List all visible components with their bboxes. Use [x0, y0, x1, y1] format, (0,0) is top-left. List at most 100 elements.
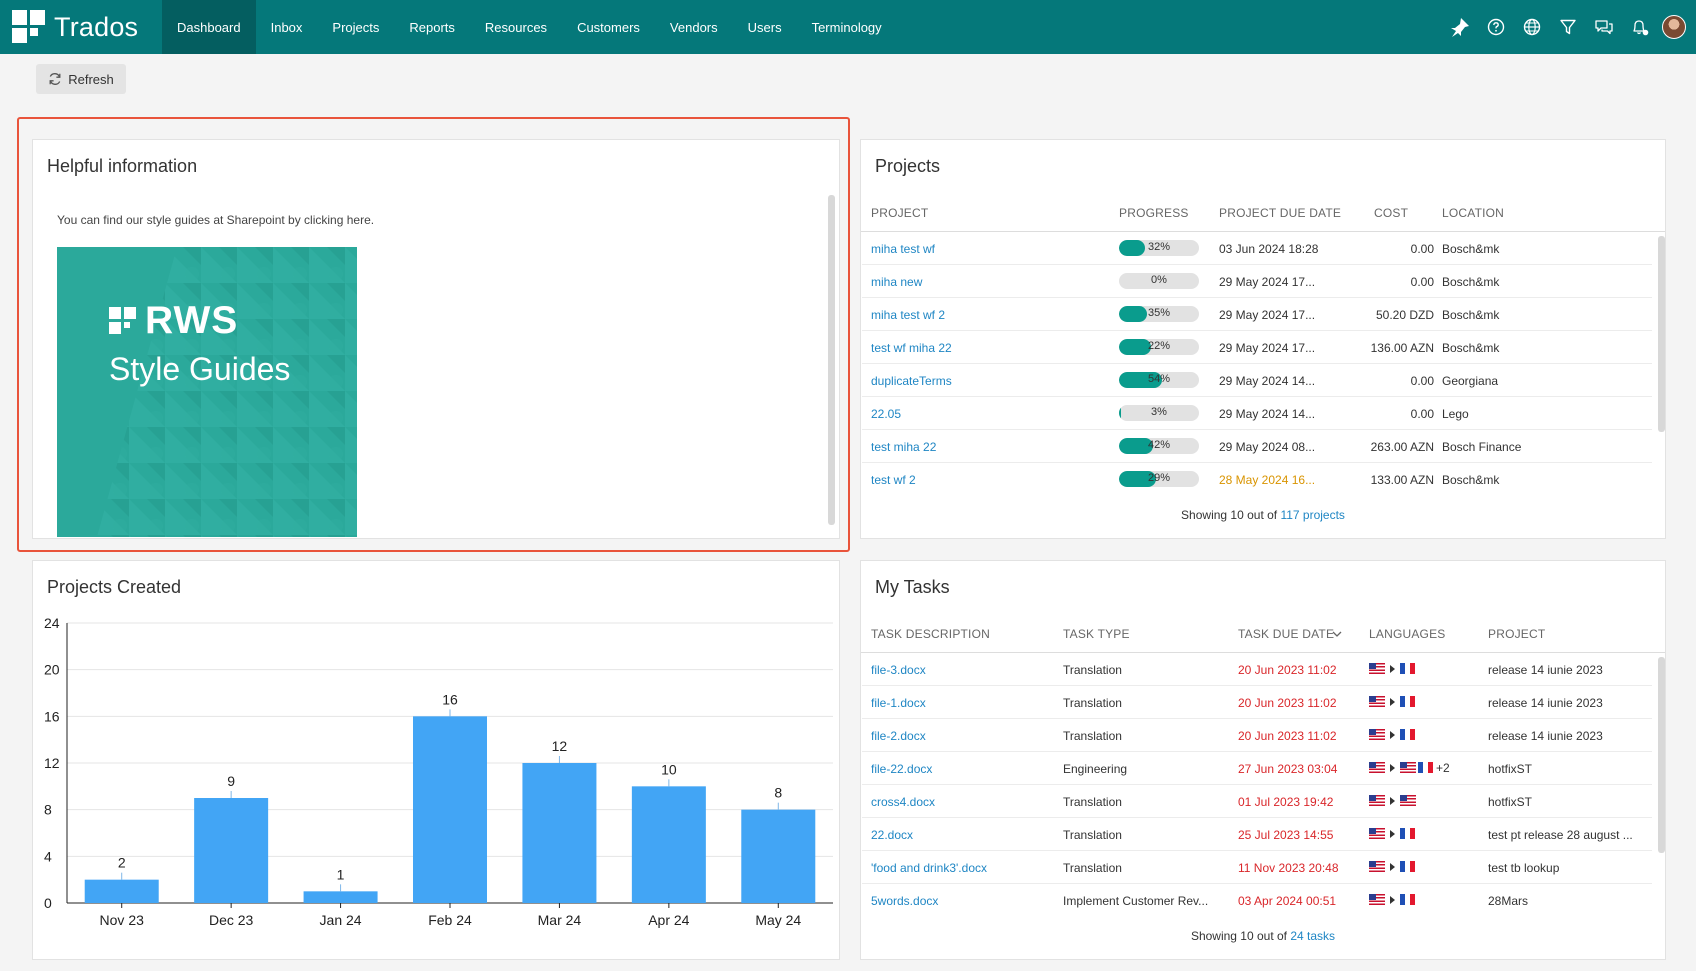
data-label: 1 — [337, 866, 345, 882]
y-tick-label: 16 — [44, 708, 60, 724]
project-name-link[interactable]: miha test wf — [871, 242, 936, 256]
x-tick-label: Mar 24 — [538, 912, 582, 928]
table-row[interactable]: test miha 22 42% 29 May 2024 08... 263.00 A… — [862, 430, 1652, 463]
table-row[interactable]: miha new 0% 29 May 2024 17... 0.00 Bosch&mk — [862, 265, 1652, 298]
globe-icon[interactable] — [1514, 0, 1550, 54]
nav-vendors[interactable]: Vendors — [669, 19, 718, 35]
col-progress[interactable]: PROGRESS — [1119, 206, 1189, 220]
helpful-information-text: You can find our style guides at Sharepo… — [57, 213, 374, 227]
col-project-due-date[interactable]: PROJECT DUE DATE — [1219, 206, 1342, 220]
project-name-link[interactable]: miha new — [871, 275, 923, 289]
arrow-right-icon — [1390, 895, 1395, 904]
table-row[interactable]: file-3.docx Translation 20 Jun 2023 11:02 r… — [862, 653, 1652, 686]
progress-bar: 54% — [1119, 372, 1199, 388]
help-icon[interactable] — [1478, 0, 1514, 54]
flag-us-icon — [1369, 696, 1385, 708]
col-location[interactable]: LOCATION — [1442, 206, 1505, 220]
col-task-description[interactable]: TASK DESCRIPTION — [871, 627, 990, 641]
nav-customers[interactable]: Customers — [577, 19, 640, 35]
project-name-link[interactable]: test wf miha 22 — [871, 341, 952, 355]
tasks-count-link[interactable]: 24 tasks — [1290, 929, 1336, 943]
task-project: 28Mars — [1488, 894, 1529, 908]
nav-projects[interactable]: Projects — [332, 19, 380, 35]
col-task-type[interactable]: TASK TYPE — [1063, 627, 1130, 641]
table-row[interactable]: file-2.docx Translation 20 Jun 2023 11:02 r… — [862, 719, 1652, 752]
style-guides-banner[interactable]: RWS Style Guides — [57, 247, 357, 537]
tasks-scrollbar[interactable] — [1658, 657, 1665, 853]
flag-fr-icon — [1400, 894, 1415, 906]
projects-created-panel: Projects Created 0 4 8 12 16 20 24 2 Nov 23 9 Dec … — [32, 560, 840, 960]
flag-us-icon — [1369, 729, 1385, 741]
project-name-link[interactable]: duplicateTerms — [871, 374, 952, 388]
flag-us-icon — [1369, 762, 1385, 774]
task-languages — [1369, 727, 1484, 741]
table-row[interactable]: miha test wf 2 35% 29 May 2024 17... 50.20 … — [862, 298, 1652, 331]
project-due-date: 03 Jun 2024 18:28 — [1219, 242, 1319, 256]
notifications-icon[interactable] — [1622, 0, 1658, 54]
table-row[interactable]: 5words.docx Implement Customer Rev... 03 A… — [862, 884, 1652, 915]
task-languages — [1369, 826, 1484, 840]
col-project[interactable]: PROJECT — [871, 206, 929, 220]
nav-inbox[interactable]: Inbox — [270, 19, 303, 35]
pin-icon[interactable] — [1442, 0, 1478, 54]
flag-us-icon — [1400, 762, 1416, 774]
project-location: Georgiana — [1442, 374, 1499, 388]
sharepoint-link[interactable]: here — [346, 213, 371, 227]
trados-logo[interactable]: Trados — [0, 0, 162, 54]
col-project[interactable]: PROJECT — [1488, 627, 1546, 641]
task-languages — [1369, 694, 1484, 708]
project-name-link[interactable]: 22.05 — [871, 407, 902, 421]
user-avatar[interactable] — [1662, 15, 1686, 39]
task-description-link[interactable]: file-22.docx — [871, 762, 933, 776]
bar — [413, 716, 487, 903]
nav-dashboard[interactable]: Dashboard — [162, 0, 256, 54]
table-row[interactable]: file-1.docx Translation 20 Jun 2023 11:02 r… — [862, 686, 1652, 719]
progress-fill — [1119, 405, 1121, 421]
table-row[interactable]: test wf miha 22 22% 29 May 2024 17... 136.0… — [862, 331, 1652, 364]
col-languages[interactable]: LANGUAGES — [1369, 627, 1446, 641]
task-type: Implement Customer Rev... — [1063, 894, 1209, 908]
table-row[interactable]: file-22.docx Engineering 27 Jun 2023 03:04… — [862, 752, 1652, 785]
helpful-scrollbar[interactable] — [828, 195, 835, 525]
rws-brand-text: RWS — [145, 299, 239, 342]
project-name-link[interactable]: miha test wf 2 — [871, 308, 946, 322]
project-name-link[interactable]: test wf 2 — [871, 473, 916, 487]
task-description-link[interactable]: 'food and drink3'.docx — [871, 861, 987, 875]
table-row[interactable]: cross4.docx Translation 01 Jul 2023 19:42 h… — [862, 785, 1652, 818]
project-name-link[interactable]: test miha 22 — [871, 440, 937, 454]
task-description-link[interactable]: file-3.docx — [871, 663, 926, 677]
x-tick-label: Feb 24 — [428, 912, 472, 928]
chat-icon[interactable] — [1586, 0, 1622, 54]
task-description-link[interactable]: file-1.docx — [871, 696, 926, 710]
task-description-link[interactable]: file-2.docx — [871, 729, 926, 743]
refresh-button[interactable]: Refresh — [36, 64, 126, 94]
projects-panel: Projects PROJECT PROGRESS PROJECT DUE DA… — [860, 139, 1666, 539]
project-cost: 133.00 AZN — [1370, 473, 1434, 487]
progress-label: 54% — [1147, 373, 1171, 385]
task-due-date: 20 Jun 2023 11:02 — [1238, 729, 1337, 743]
table-row[interactable]: test wf 2 29% 28 May 2024 16... 133.00 AZN B… — [862, 463, 1652, 494]
task-languages — [1369, 892, 1484, 906]
nav-reports[interactable]: Reports — [409, 19, 455, 35]
nav-users[interactable]: Users — [747, 19, 782, 35]
task-type: Translation — [1063, 795, 1122, 809]
progress-fill — [1119, 471, 1157, 487]
sort-chevron-down-icon[interactable] — [1332, 630, 1342, 638]
table-row[interactable]: 'food and drink3'.docx Translation 11 Nov … — [862, 851, 1652, 884]
filter-icon[interactable] — [1550, 0, 1586, 54]
projects-count-link[interactable]: 117 projects — [1280, 508, 1345, 522]
x-tick-label: Dec 23 — [209, 912, 254, 928]
projects-scrollbar[interactable] — [1658, 236, 1665, 432]
table-row[interactable]: duplicateTerms 54% 29 May 2024 14... 0.00 Ge… — [862, 364, 1652, 397]
progress-label: 29% — [1147, 472, 1171, 484]
table-row[interactable]: 22.docx Translation 25 Jul 2023 14:55 test … — [862, 818, 1652, 851]
table-row[interactable]: 22.05 3% 29 May 2024 14... 0.00 Lego — [862, 397, 1652, 430]
nav-terminology[interactable]: Terminology — [811, 19, 882, 35]
task-description-link[interactable]: 5words.docx — [871, 894, 939, 908]
col-task-due-date[interactable]: TASK DUE DATE — [1238, 627, 1335, 641]
task-description-link[interactable]: cross4.docx — [871, 795, 936, 809]
table-row[interactable]: miha test wf 32% 03 Jun 2024 18:28 0.00 Bosc… — [862, 232, 1652, 265]
nav-resources[interactable]: Resources — [484, 19, 548, 35]
col-cost[interactable]: COST — [1374, 206, 1409, 220]
task-description-link[interactable]: 22.docx — [871, 828, 914, 842]
